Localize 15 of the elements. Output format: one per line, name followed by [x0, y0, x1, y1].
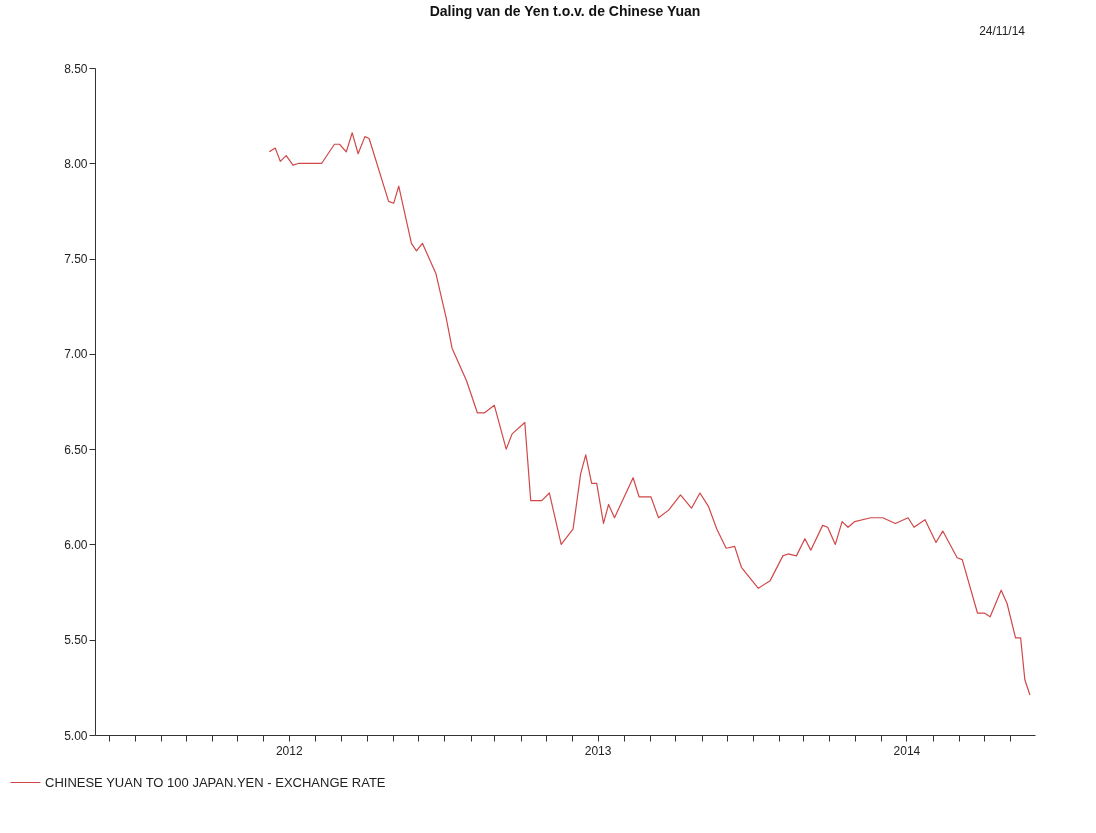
legend-label: CHINESE YUAN TO 100 JAPAN.YEN - EXCHANGE RATE — [45, 774, 386, 790]
y-tick-label: 7.50 — [64, 252, 88, 267]
y-tick-label: 6.50 — [64, 442, 88, 457]
x-tick-label: 2014 — [893, 743, 921, 758]
chart-title: Daling van de Yen t.o.v. de Chinese Yuan — [429, 3, 701, 19]
y-tick-label: 5.00 — [64, 728, 88, 743]
y-tick-label: 8.50 — [64, 61, 88, 76]
y-tick-label: 8.00 — [64, 156, 88, 171]
y-tick-label: 7.00 — [64, 347, 88, 362]
text: 24/11/14 — [979, 24, 1026, 38]
line-series — [268, 132, 1031, 696]
x-tick-label: 2013 — [584, 743, 612, 758]
y-tick-label: 6.00 — [64, 537, 88, 552]
x-tick-label: 2012 — [275, 743, 303, 758]
y-tick-label: 5.50 — [64, 633, 88, 648]
